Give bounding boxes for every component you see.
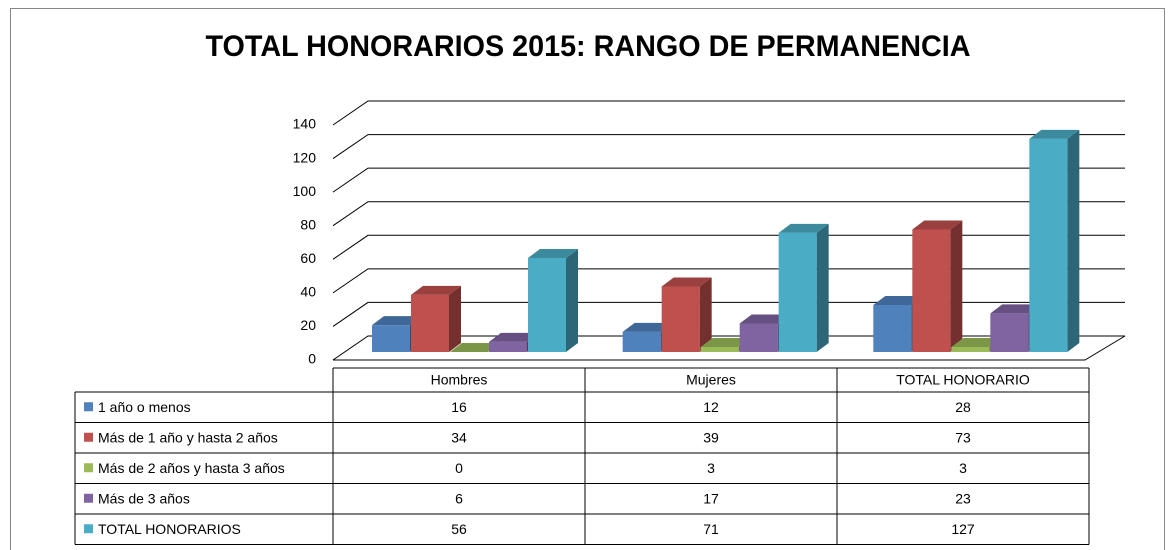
grid-line: [332, 167, 1125, 193]
bar-front: [951, 346, 990, 352]
grid-line: [332, 234, 1125, 260]
bar-top: [411, 285, 461, 295]
bar: [778, 223, 829, 352]
table-value: 6: [455, 490, 463, 506]
legend-label: TOTAL HONORARIOS: [98, 521, 241, 537]
x-tick-label: Hombres: [431, 372, 488, 388]
legend-label: Más de 3 años: [98, 490, 190, 506]
bar-side: [816, 223, 829, 352]
table-value: 71: [703, 521, 719, 537]
bar-front: [622, 331, 661, 352]
bar-front: [873, 305, 912, 352]
y-tick-label: 120: [293, 149, 317, 165]
bar-top: [528, 249, 578, 258]
bar-top: [951, 337, 1002, 347]
bar-top: [873, 296, 924, 305]
chart-frame: [10, 8, 1165, 550]
bar-front: [912, 229, 951, 352]
table-value: 12: [703, 399, 719, 415]
bar-side: [699, 277, 712, 352]
bar-front: [739, 323, 778, 352]
table-value: 23: [955, 490, 971, 506]
grid-line: [332, 100, 1125, 126]
grid-line: [332, 301, 1125, 327]
table-value: 34: [451, 429, 467, 445]
legend-swatch: [84, 524, 93, 534]
y-tick-label: 100: [293, 183, 317, 199]
bar-side: [950, 220, 963, 352]
bar: [528, 249, 578, 352]
bar-side: [449, 285, 461, 352]
bar-front: [661, 286, 700, 352]
legend-label: Más de 1 año y hasta 2 años: [98, 429, 278, 445]
table-value: 127: [951, 521, 975, 537]
bar-front: [1029, 138, 1068, 352]
bar: [661, 277, 712, 352]
floor-edge: [333, 335, 1126, 361]
legend-label: 1 año o menos: [98, 399, 191, 415]
table-value: 3: [707, 460, 715, 476]
bar-top: [450, 343, 500, 352]
table-value: 39: [703, 429, 719, 445]
grid-line: [332, 134, 1125, 159]
x-tick-label: Mujeres: [686, 372, 736, 388]
y-tick-label: 140: [293, 116, 317, 132]
y-tick-label: 60: [300, 250, 316, 266]
grid-line: [332, 335, 1125, 361]
bar-front: [372, 325, 410, 352]
bar: [411, 285, 461, 352]
bar-top: [778, 223, 829, 233]
y-tick-label: 20: [300, 317, 316, 333]
table-value: 3: [959, 460, 967, 476]
bar-top: [489, 332, 539, 342]
chart-title: TOTAL HONORARIOS 2015: RANGO DE PERMANEN…: [206, 30, 971, 63]
table-value: 73: [955, 429, 971, 445]
bar-top: [912, 220, 963, 230]
bar-top: [700, 337, 751, 347]
bar-front: [489, 341, 527, 352]
bar-top: [372, 316, 422, 326]
bar: [450, 343, 500, 352]
legend-swatch: [84, 493, 93, 503]
legend-swatch: [84, 402, 93, 412]
legend-swatch: [84, 432, 93, 442]
bar-front: [528, 258, 566, 352]
x-tick-label: TOTAL HONORARIO: [896, 372, 1030, 388]
bar-front: [990, 313, 1029, 352]
bar: [1029, 129, 1080, 352]
table-value: 28: [955, 399, 971, 415]
y-tick-label: 0: [308, 351, 316, 367]
bar-side: [1067, 129, 1080, 352]
bar-front: [700, 346, 739, 352]
bar-front: [778, 232, 817, 352]
bar-side: [566, 249, 578, 352]
legend-swatch: [84, 463, 93, 473]
table-value: 56: [451, 521, 467, 537]
bar-front: [411, 294, 449, 352]
legend-label: Más de 2 años y hasta 3 años: [98, 460, 285, 476]
bar-top: [1029, 129, 1080, 139]
bar-top: [990, 304, 1041, 314]
grid-line: [332, 201, 1125, 227]
bar-top: [739, 314, 790, 324]
table-value: 16: [451, 399, 467, 415]
table-value: 17: [703, 490, 719, 506]
y-tick-label: 80: [300, 216, 316, 232]
bar-top: [622, 322, 673, 332]
y-tick-label: 40: [300, 284, 316, 300]
table-value: 0: [455, 460, 463, 476]
bar: [912, 220, 963, 352]
grid-line: [332, 268, 1125, 294]
bar-top: [661, 277, 712, 287]
